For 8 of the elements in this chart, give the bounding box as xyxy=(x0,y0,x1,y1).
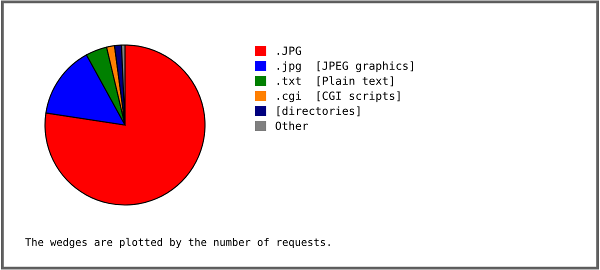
legend-label: .jpg [JPEG graphics] xyxy=(278,61,413,72)
pie-slice xyxy=(44,44,206,206)
legend-label: .cgi [CGI scripts] xyxy=(278,91,400,102)
legend-label: .JPG xyxy=(278,46,302,55)
text: The wedges are plotted by the number of requests. xyxy=(25,238,330,248)
legend-label: Other xyxy=(276,121,308,130)
legend-label: .txt [Plain text] xyxy=(278,76,393,86)
legend-label: [directories] xyxy=(278,106,360,116)
